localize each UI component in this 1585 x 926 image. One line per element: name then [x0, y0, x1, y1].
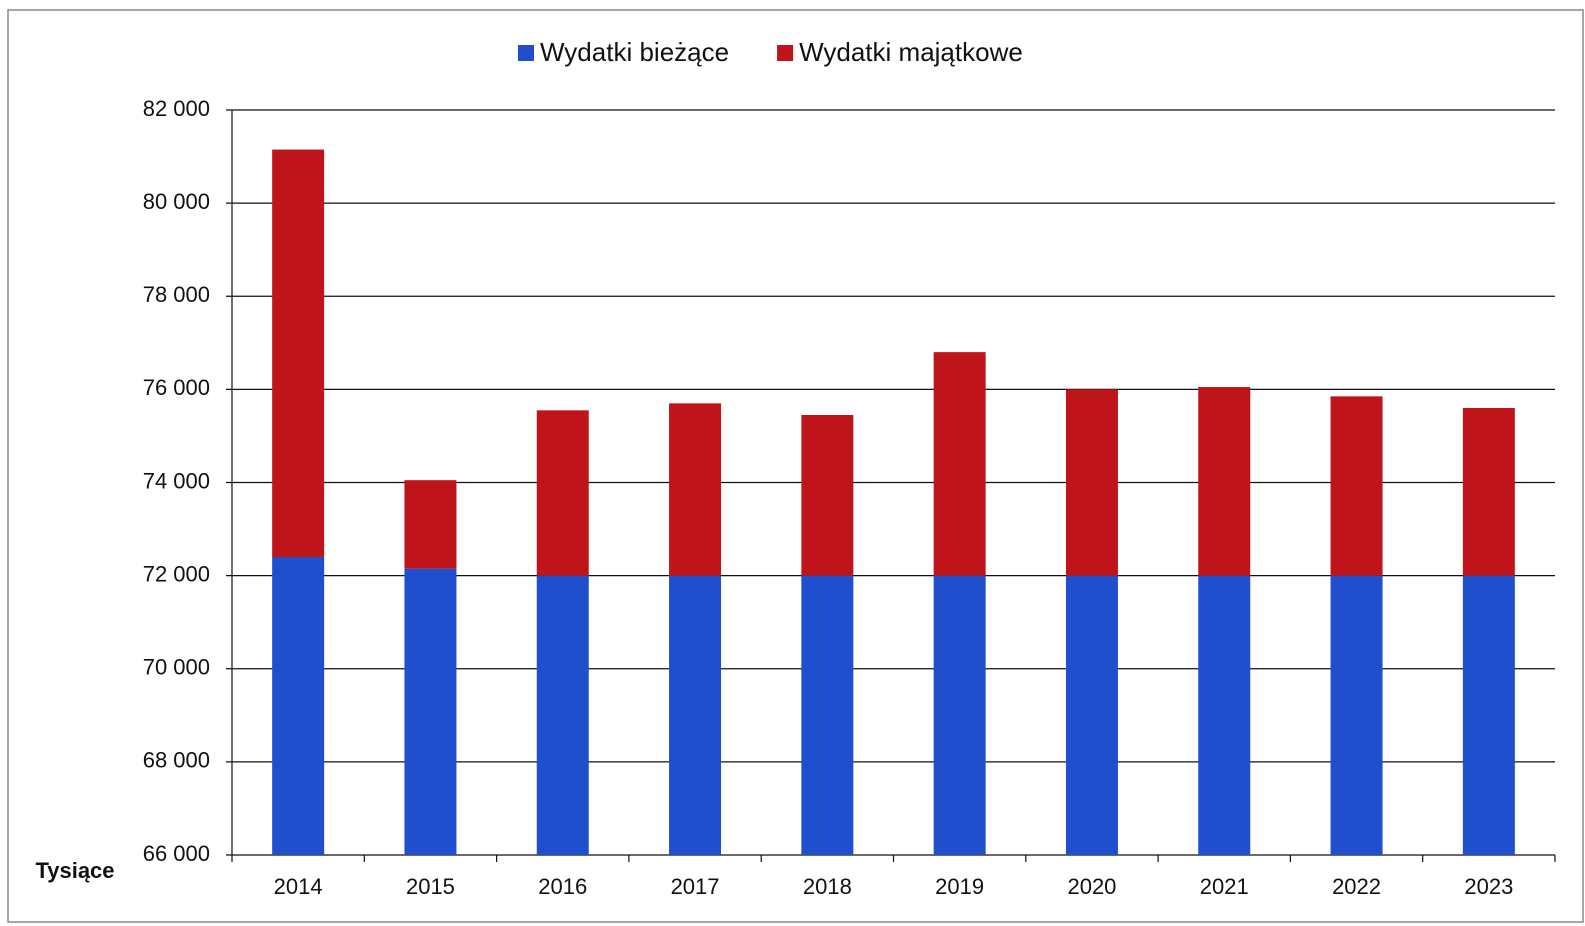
- bar-segment: [1065, 389, 1118, 576]
- bar-segment: [1462, 575, 1515, 855]
- y-tick-label: 70 000: [143, 655, 210, 680]
- y-tick-label: 82 000: [143, 96, 210, 121]
- bar-segment: [272, 149, 325, 557]
- legend-swatch: [777, 45, 794, 61]
- legend-swatch: [518, 45, 534, 61]
- y-tick-label: 66 000: [143, 841, 210, 866]
- x-tick-label: 2019: [935, 874, 984, 899]
- bar-segment: [536, 410, 589, 576]
- y-axis-label: Tysiące: [35, 858, 114, 883]
- x-tick-label: 2015: [406, 874, 455, 899]
- bar-segment: [1462, 408, 1515, 576]
- bar-segment: [669, 575, 722, 855]
- y-tick-label: 72 000: [143, 561, 210, 586]
- bar-segment: [404, 480, 457, 569]
- y-tick-label: 80 000: [143, 189, 210, 214]
- bar-segment: [669, 403, 722, 576]
- bar-segment: [933, 575, 986, 855]
- bar-segment: [1330, 396, 1383, 576]
- x-tick-label: 2020: [1067, 874, 1116, 899]
- x-tick-label: 2018: [803, 874, 852, 899]
- x-tick-label: 2014: [274, 874, 323, 899]
- x-tick-label: 2017: [671, 874, 720, 899]
- bar-segment: [536, 575, 589, 855]
- x-tick-label: 2022: [1332, 874, 1381, 899]
- bar-segment: [801, 575, 854, 855]
- bar-segment: [1198, 387, 1251, 576]
- bar-segment: [1198, 575, 1251, 855]
- y-tick-label: 76 000: [143, 375, 210, 400]
- x-tick-label: 2021: [1200, 874, 1249, 899]
- bar-segment: [1065, 575, 1118, 855]
- legend-label: Wydatki bieżące: [540, 37, 729, 67]
- y-tick-label: 68 000: [143, 748, 210, 773]
- x-tick-label: 2023: [1464, 874, 1513, 899]
- bar-segment: [801, 414, 854, 576]
- legend-label: Wydatki majątkowe: [799, 37, 1023, 67]
- bar-segment: [272, 557, 325, 855]
- chart-frame: [7, 9, 1584, 923]
- y-tick-label: 74 000: [143, 468, 210, 493]
- y-tick-label: 78 000: [143, 282, 210, 307]
- bar-segment: [1330, 575, 1383, 855]
- bar-segment: [933, 352, 986, 576]
- bar-segment: [404, 568, 457, 855]
- x-tick-label: 2016: [538, 874, 587, 899]
